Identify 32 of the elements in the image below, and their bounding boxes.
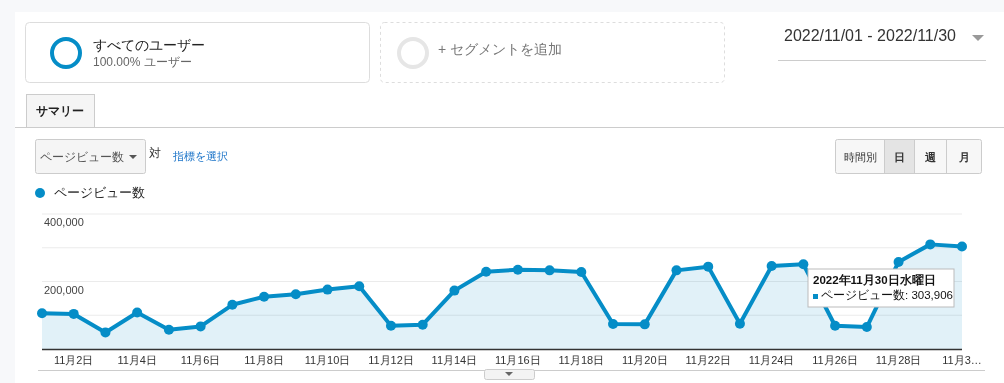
- x-tick-label: 11月2日: [53, 354, 94, 366]
- text: 日: [893, 151, 905, 163]
- x-tick-label: 11月14日: [431, 354, 478, 366]
- x-tick-label: 11月20日: [621, 354, 668, 366]
- annotation: 2022年11月30日水曜日: [813, 273, 936, 286]
- text: 時間別: [843, 151, 877, 163]
- text: + セグメントを追加: [438, 41, 563, 57]
- annotation: ページビュー数: 303,906: [821, 289, 953, 301]
- text: 2022/11/01 - 2022/11/30: [784, 27, 957, 44]
- x-tick-label: 11月6日: [180, 354, 221, 366]
- text: 対: [149, 146, 161, 160]
- x-tick-label: 11月18日: [558, 354, 605, 366]
- text: サマリー: [36, 104, 84, 118]
- y-tick-label: 400,000: [44, 216, 84, 228]
- text: 週: [923, 151, 937, 163]
- y-tick-label: 200,000: [44, 283, 84, 296]
- x-tick-label: 11月28日: [875, 354, 922, 366]
- x-tick-label: 11月8日: [244, 354, 284, 366]
- text: すべてのユーザー: [93, 37, 205, 53]
- x-tick-label: 11月10日: [304, 354, 351, 366]
- text: ページビュー数: [40, 150, 124, 164]
- x-tick-label: 11月16日: [495, 354, 541, 366]
- x-tick-label: 11月3…: [942, 354, 982, 366]
- x-tick-label: 11月26日: [812, 354, 858, 366]
- text: 100.00% ユーザー: [93, 55, 192, 69]
- text: 月: [957, 151, 970, 163]
- x-tick-label: 11月12日: [368, 354, 414, 366]
- x-tick-label: 11月22日: [685, 354, 732, 366]
- text: 指標を選択: [172, 150, 228, 162]
- x-tick-label: 11月4日: [117, 354, 157, 366]
- x-tick-label: 11月24日: [748, 354, 795, 366]
- legend-label: ページビュー数: [54, 185, 145, 200]
